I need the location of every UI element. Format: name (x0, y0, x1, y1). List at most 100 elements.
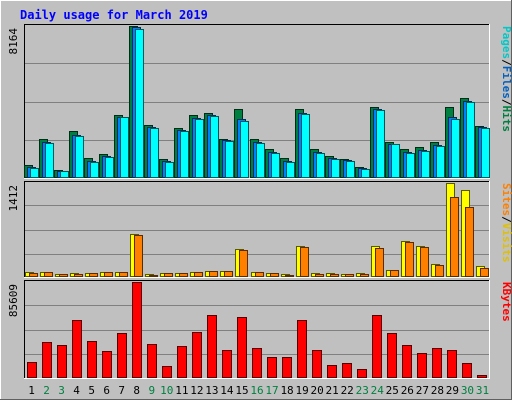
bar-kbytes-day-2 (42, 342, 52, 378)
bar-sites-day-24 (375, 248, 384, 277)
panel-bottom: 85609 KBytes (7, 280, 512, 379)
bar-kbytes-day-24 (372, 315, 382, 378)
bar-kbytes-day-5 (87, 341, 97, 378)
bar-pages-day-1 (30, 168, 39, 178)
y-max-label: 1412 (7, 185, 20, 212)
bar-sites-day-26 (405, 242, 414, 277)
x-tick-label-day-4: 4 (73, 384, 80, 397)
bar-kbytes-day-22 (342, 363, 352, 378)
x-tick-label-day-19: 19 (295, 384, 308, 397)
x-tick-label-day-9: 9 (148, 384, 155, 397)
legend-text: / (500, 59, 512, 66)
x-tick-label-day-8: 8 (133, 384, 140, 397)
bar-sites-day-25 (390, 270, 399, 277)
x-tick-label-day-13: 13 (205, 384, 218, 397)
bar-sites-day-16 (255, 272, 264, 277)
bar-kbytes-day-10 (162, 366, 172, 378)
bar-sites-day-22 (345, 274, 354, 277)
bar-kbytes-day-7 (117, 333, 127, 378)
x-tick-label-day-18: 18 (280, 384, 293, 397)
bar-sites-day-17 (270, 273, 279, 277)
x-tick-label-day-14: 14 (220, 384, 234, 397)
bar-kbytes-day-14 (222, 350, 232, 378)
bar-kbytes-day-15 (237, 317, 247, 378)
x-tick-label-day-22: 22 (341, 384, 354, 397)
bar-kbytes-day-19 (297, 320, 307, 378)
bar-pages-day-22 (346, 161, 355, 178)
bar-sites-day-4 (74, 274, 83, 277)
bar-kbytes-day-23 (357, 369, 367, 378)
x-tick-label-day-26: 26 (401, 384, 414, 397)
bar-pages-day-27 (421, 151, 430, 178)
x-tick-label-day-31: 31 (476, 384, 489, 397)
bar-kbytes-day-9 (147, 344, 157, 378)
bar-pages-day-14 (225, 141, 234, 178)
bar-kbytes-day-30 (462, 363, 472, 378)
bar-kbytes-day-29 (447, 350, 457, 378)
panel-middle: 1412 Sites/Visits (7, 181, 512, 278)
bar-pages-day-19 (301, 114, 310, 178)
bar-pages-day-4 (75, 136, 84, 178)
bar-sites-day-21 (330, 274, 339, 277)
x-tick-label-day-7: 7 (118, 384, 125, 397)
x-tick-label-day-3: 3 (58, 384, 65, 397)
chart-panels: 8164 Pages/Files/Hits 1412 Sites/Visits 8560… (7, 24, 512, 379)
bar-kbytes-day-11 (177, 346, 187, 378)
x-tick-label-day-2: 2 (43, 384, 50, 397)
bar-pages-day-26 (406, 153, 415, 178)
bar-pages-day-31 (481, 128, 490, 178)
x-tick-label-day-6: 6 (103, 384, 110, 397)
bar-sites-day-20 (315, 274, 324, 277)
x-tick-label-day-23: 23 (356, 384, 369, 397)
bar-sites-day-8 (134, 235, 143, 277)
bar-pages-day-30 (466, 102, 475, 178)
bar-sites-day-18 (285, 275, 294, 277)
x-axis: 1 2 3 4 5 6 7 8 9 10 11 12 13 14 15 16 17 18 19 20 21 22 23 24 2… (28, 384, 489, 397)
legend-text: / (500, 99, 512, 106)
bar-pages-day-29 (451, 119, 460, 178)
bar-pages-day-12 (195, 119, 204, 178)
bar-pages-day-28 (436, 146, 445, 178)
bar-pages-day-17 (271, 153, 280, 178)
x-tick-label-day-11: 11 (175, 384, 188, 397)
bar-sites-day-13 (209, 271, 218, 277)
bar-sites-day-15 (239, 250, 248, 277)
panel-top: 8164 Pages/Files/Hits (7, 24, 512, 179)
bar-sites-day-3 (59, 274, 68, 277)
bar-pages-day-16 (256, 143, 265, 178)
bar-pages-day-6 (105, 157, 114, 178)
bar-pages-day-25 (391, 144, 400, 178)
bar-pages-day-20 (316, 153, 325, 178)
panel-bottom-legend: KBytes (500, 282, 512, 322)
x-tick-label-day-29: 29 (446, 384, 459, 397)
legend-text: Pages (500, 26, 512, 59)
x-tick-label-day-16: 16 (250, 384, 263, 397)
bar-sites-day-27 (420, 247, 429, 277)
bar-kbytes-day-6 (102, 351, 112, 378)
bar-kbytes-day-1 (27, 362, 37, 378)
x-tick-label-day-17: 17 (265, 384, 278, 397)
bar-sites-day-14 (224, 271, 233, 277)
panel-middle-legend: Sites/Visits (500, 183, 512, 263)
x-tick-label-day-12: 12 (190, 384, 203, 397)
legend-text: Sites (500, 183, 512, 216)
bar-pages-day-8 (135, 29, 144, 178)
panel-top-legend: Pages/Files/Hits (500, 26, 512, 132)
bar-sites-day-11 (179, 273, 188, 277)
bar-kbytes-day-31 (477, 375, 487, 378)
bar-pages-day-11 (180, 131, 189, 178)
bar-kbytes-day-3 (57, 345, 67, 378)
bar-pages-day-5 (90, 162, 99, 178)
bar-pages-day-23 (361, 169, 370, 178)
legend-text: / (500, 216, 512, 223)
x-tick-label-day-1: 1 (28, 384, 35, 397)
bar-kbytes-day-16 (252, 348, 262, 378)
bar-kbytes-day-8 (132, 282, 142, 378)
bar-sites-day-9 (149, 275, 158, 277)
bar-pages-day-21 (331, 159, 340, 178)
bar-kbytes-day-17 (267, 357, 277, 378)
bar-sites-day-28 (435, 265, 444, 277)
bar-pages-day-15 (240, 121, 249, 178)
bar-kbytes-day-27 (417, 353, 427, 378)
